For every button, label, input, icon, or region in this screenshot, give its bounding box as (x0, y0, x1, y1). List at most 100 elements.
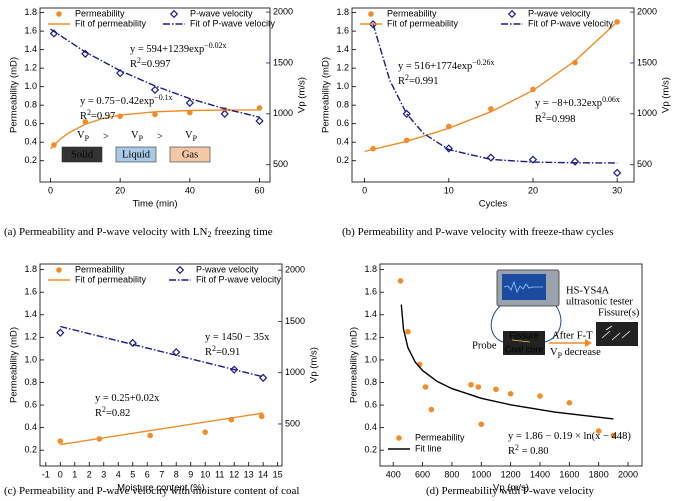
text-part: R (130, 59, 137, 70)
y2-axis-label: Vp (m/s) (661, 77, 672, 113)
y2-tick-label: 1000 (285, 367, 305, 377)
x-tick-label: 10 (200, 469, 210, 479)
text-part: R (80, 111, 87, 122)
y2-tick-label: 2000 (637, 6, 657, 16)
y-tick-label: 0.4 (24, 422, 37, 432)
x-tick-label: 60 (255, 185, 265, 195)
device-wave (503, 280, 543, 294)
y-tick-label: 0.2 (24, 445, 37, 455)
x-tick-label: 2000 (618, 469, 638, 479)
process-label: After F-T (552, 330, 593, 341)
text-part: P (139, 134, 144, 143)
legend-label: Fit of P-wave velocity (528, 18, 614, 28)
phase-compare: > (157, 131, 163, 142)
plot-frame (39, 263, 283, 467)
point (428, 406, 435, 413)
x-tick-label: 1000 (471, 469, 491, 479)
point (147, 432, 153, 439)
text-part: 2 (102, 405, 106, 414)
fissures-label: Fissure(s) (598, 307, 640, 318)
text-part: V (77, 130, 85, 141)
text-part: y = 0.75−0.42exp (80, 96, 154, 107)
equation: R2=0.97 (80, 108, 115, 123)
x-tick-label: 10 (444, 185, 454, 195)
point (566, 400, 573, 406)
legend-swatch (56, 11, 62, 17)
text-part: =0.991 (409, 76, 439, 87)
text-part: R (535, 114, 542, 125)
legend-swatch (368, 11, 374, 17)
x-tick-label: 30 (612, 185, 622, 195)
y2-tick-label: 500 (637, 159, 652, 169)
legend-label: Fit line (415, 443, 442, 453)
x-tick-label: 9 (188, 469, 193, 479)
y-tick-label: 1.6 (336, 26, 349, 36)
y-tick-label: 1.4 (24, 44, 37, 54)
x-tick-label: 1400 (530, 469, 550, 479)
text-part: −0.26x (472, 58, 494, 67)
text-part: freezing time (212, 226, 273, 238)
legend-label: Fit of permeability (387, 18, 459, 28)
y-axis-label: Permeability (mD) (9, 57, 20, 133)
y2-tick-label: 1000 (637, 108, 657, 118)
legend-label: Permeability (415, 432, 465, 442)
y-tick-label: 1.2 (336, 63, 349, 73)
legend-label: Fit of permeability (75, 18, 147, 28)
legend-label: Permeability (75, 8, 125, 18)
text-part: −0.02x (204, 41, 226, 50)
point (475, 384, 482, 390)
x-tick-label: 0 (58, 469, 63, 479)
text-part: 2 (137, 56, 141, 65)
y-tick-label: 0.6 (336, 118, 349, 128)
fit-line (60, 325, 264, 378)
point (402, 109, 411, 118)
x-tick-label: 11 (215, 469, 224, 479)
x-tick-label: 1 (72, 469, 77, 479)
point (116, 68, 125, 78)
y-tick-label: 1.8 (24, 7, 37, 17)
x-tick-label: 1800 (589, 469, 609, 479)
y-tick-label: 0.6 (364, 399, 377, 409)
y-tick-label: 1.0 (336, 81, 349, 91)
phase-symbol: VP (185, 130, 198, 142)
y-tick-label: 0.4 (336, 137, 349, 147)
y-tick-label: 1.2 (24, 332, 37, 342)
y-tick-label: 0.2 (24, 155, 37, 165)
point (478, 421, 485, 428)
fissure-label: Fissure (509, 330, 539, 340)
x-axis-label: Cycles (479, 199, 508, 210)
equation: R2 = 0.80 (508, 443, 549, 458)
text-part: V (185, 130, 193, 141)
y-tick-label: 1.6 (24, 26, 37, 36)
y-tick-label: 1.0 (364, 354, 377, 364)
phase-symbol: VP (131, 130, 144, 142)
caption: (a) Permeability and P-wave velocity wit… (4, 226, 273, 239)
text-part: V (131, 130, 139, 141)
text-part: y = −8+0.32exp (535, 98, 602, 109)
equation: y = 516+1774exp−0.26x (398, 58, 494, 73)
y2-tick-label: 500 (285, 418, 300, 428)
plot-frame (351, 7, 635, 183)
equation: R2=0.998 (535, 111, 576, 126)
legend-label: P-wave velocity (196, 264, 259, 274)
point (220, 109, 229, 118)
text-part: =0.82 (106, 408, 130, 419)
x-tick-label: 600 (415, 469, 430, 479)
legend-label: Fit of P-wave velocity (196, 274, 282, 284)
text-part: P (193, 134, 198, 143)
text-part: 2 (515, 443, 519, 452)
y2-tick-label: 2000 (273, 6, 293, 16)
fit-line (60, 412, 264, 446)
fissure-mark (511, 339, 531, 343)
legend-label: P-wave velocity (190, 8, 253, 18)
fissured-core (596, 322, 638, 346)
equation: y = 0.75−0.42exp−0.1x (80, 93, 173, 108)
probe-wire (490, 305, 562, 343)
x-tick-label: 7 (159, 469, 164, 479)
coal-core (503, 331, 545, 355)
equation: y = 1.86 − 0.19 × ln(x − 448) (508, 431, 631, 442)
y-tick-label: 0.8 (336, 100, 349, 110)
point (56, 328, 65, 337)
y-tick-label: 1.8 (24, 264, 37, 274)
